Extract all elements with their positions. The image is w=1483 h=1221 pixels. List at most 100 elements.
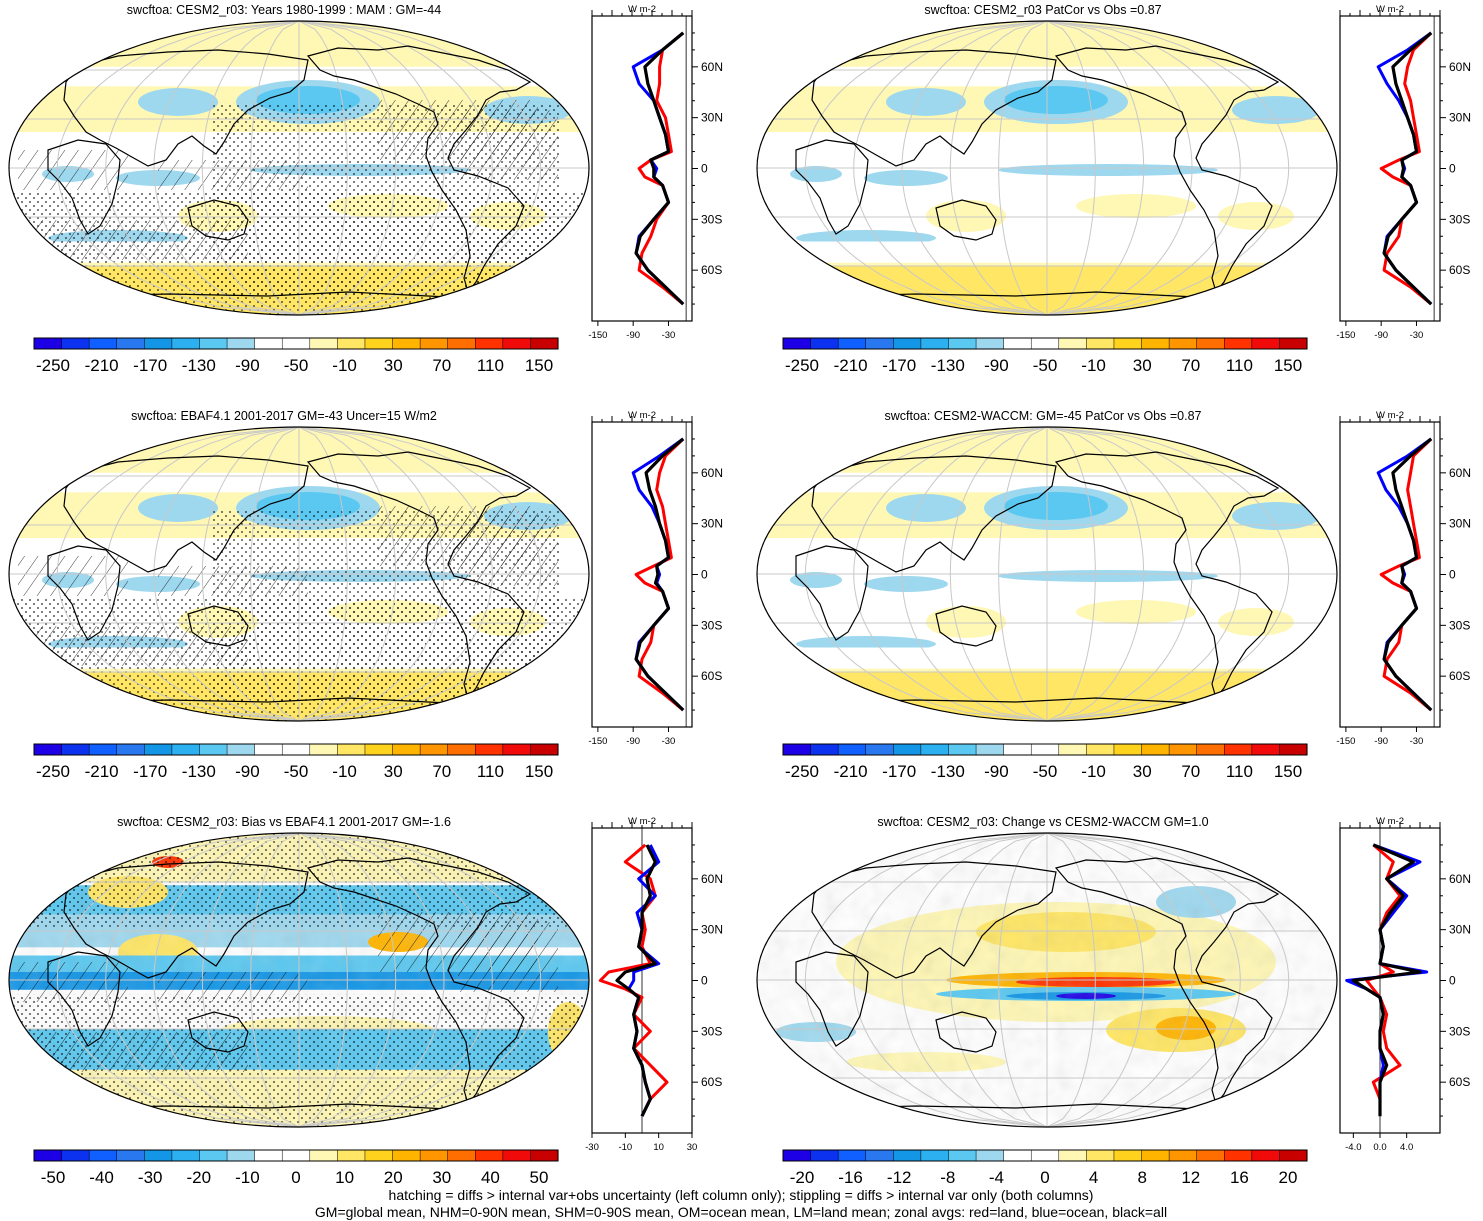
satlantic-stratus	[1218, 608, 1294, 636]
lat-tick-label: 30N	[1449, 517, 1471, 531]
coastline	[1054, 451, 1280, 700]
graticule-meridian	[1046, 833, 1096, 1127]
all-zonal-line	[634, 31, 685, 306]
graticule-meridian	[298, 21, 493, 315]
land-zonal-line	[1379, 437, 1433, 712]
coastline	[187, 605, 249, 647]
colorbar-frame	[782, 337, 1308, 350]
graticule-meridian	[998, 427, 1048, 721]
colorbar-label: -130	[931, 762, 965, 781]
hatch-region	[158, 972, 308, 1002]
colorbar-label: -210	[85, 356, 119, 375]
graticule-meridian	[998, 833, 1048, 1127]
graticule-meridian	[56, 21, 300, 315]
coastline	[1054, 857, 1280, 1106]
graticule-meridian	[1046, 427, 1096, 721]
colorbar-swatch	[171, 1149, 201, 1162]
colorbar-swatch	[364, 337, 394, 350]
colorbar-swatch	[1224, 337, 1253, 350]
graticule-meridian	[1046, 833, 1145, 1127]
colorbar-label: -170	[133, 762, 167, 781]
africa-cloud	[790, 166, 842, 182]
colorbar-swatch	[1251, 337, 1280, 350]
colorbar-swatch	[1251, 1149, 1280, 1162]
colorbar-label: 30	[384, 356, 403, 375]
colorbar-swatch	[782, 337, 812, 350]
coastline	[795, 545, 869, 641]
colorbar-swatch	[309, 1149, 338, 1162]
colorbar-label: -210	[834, 762, 868, 781]
itcz-cloud	[998, 570, 1218, 582]
colorbar-swatch	[254, 337, 283, 350]
colorbar-swatch	[1279, 1149, 1308, 1162]
colorbar-swatch	[865, 1149, 894, 1162]
map-border	[756, 832, 1338, 1128]
coastline	[795, 951, 869, 1047]
arctic-negative	[862, 846, 890, 858]
colorbar-label: 110	[477, 762, 504, 781]
colorbar-swatch	[810, 743, 839, 756]
panel-0: swcftoa: CESM2_r03: Years 1980-1999 : MA…	[8, 3, 723, 375]
colorbar-swatch	[419, 337, 449, 350]
colorbar-swatch	[1141, 337, 1170, 350]
hatch-region	[18, 962, 128, 1002]
coastline	[811, 455, 1057, 573]
lat-tick-label: 30S	[1449, 1024, 1470, 1038]
colorbar-swatch	[530, 337, 559, 350]
colorbar-swatch	[502, 1149, 531, 1162]
graticule-meridian	[201, 833, 300, 1127]
lat-tick-label: 30N	[701, 923, 723, 937]
colorbar-swatch	[281, 1149, 311, 1162]
hatch-region	[18, 150, 128, 190]
graticule-meridian	[853, 427, 1048, 721]
colorbar-label: 70	[1181, 762, 1200, 781]
panel-4: swcftoa: CESM2_r03: Bias vs EBAF4.1 2001…	[8, 815, 723, 1187]
colorbar-swatch	[116, 337, 145, 350]
colorbar-swatch	[530, 743, 559, 756]
colorbar-label: -250	[785, 356, 819, 375]
coastline	[63, 49, 309, 167]
colorbar-label: -130	[182, 356, 216, 375]
colorbar-swatch	[837, 1149, 867, 1162]
colorbar-swatch	[502, 337, 531, 350]
graticule-meridian	[901, 21, 1048, 315]
lat-tick-label: 0	[1449, 568, 1456, 582]
colorbar-swatch	[920, 337, 950, 350]
colorbar-swatch	[1168, 1149, 1198, 1162]
australia-field	[926, 200, 1006, 232]
colorbar-label: -10	[1081, 762, 1106, 781]
graticule-meridian	[298, 833, 493, 1127]
graticule-meridian	[201, 427, 300, 721]
lat-tick-label: 60N	[1449, 60, 1471, 74]
colorbar-frame	[33, 743, 559, 756]
x-tick-label: 4.0	[1400, 1142, 1413, 1153]
colorbar-swatch	[475, 1149, 504, 1162]
colorbar-label: 70	[432, 356, 451, 375]
world-map	[8, 832, 590, 1128]
colorbar-swatch	[199, 1149, 228, 1162]
coastline	[63, 455, 309, 573]
x-tick-label: -150	[1336, 736, 1355, 747]
colorbar-swatch	[447, 1149, 476, 1162]
colorbar-swatch	[88, 1149, 118, 1162]
panel-3: swcftoa: CESM2-WACCM: GM=-45 PatCor vs O…	[756, 409, 1471, 781]
lat-tick-label: 30S	[701, 618, 722, 632]
colorbar-label: 16	[1230, 1168, 1249, 1187]
colorbar-label: 0	[1040, 1168, 1049, 1187]
graticule-meridian	[298, 427, 348, 721]
lat-tick-label: 60S	[701, 1075, 722, 1089]
graticule-meridian	[949, 427, 1048, 721]
panel-title: swcftoa: CESM2_r03: Bias vs EBAF4.1 2001…	[117, 815, 451, 829]
colorbar-label: 150	[525, 356, 553, 375]
colorbar-swatch	[1113, 1149, 1143, 1162]
colorbar-swatch	[419, 743, 449, 756]
colorbar-swatch	[171, 743, 201, 756]
panel-2: swcftoa: EBAF4.1 2001-2017 GM=-43 Uncer=…	[8, 409, 723, 781]
colorbar-swatch	[309, 743, 338, 756]
colorbar-swatch	[33, 743, 63, 756]
graticule-meridian	[298, 21, 542, 315]
graticule-meridian	[853, 21, 1048, 315]
colorbar-swatch	[419, 1149, 449, 1162]
colorbar-label: -16	[838, 1168, 863, 1187]
colorbar-swatch	[1058, 1149, 1087, 1162]
